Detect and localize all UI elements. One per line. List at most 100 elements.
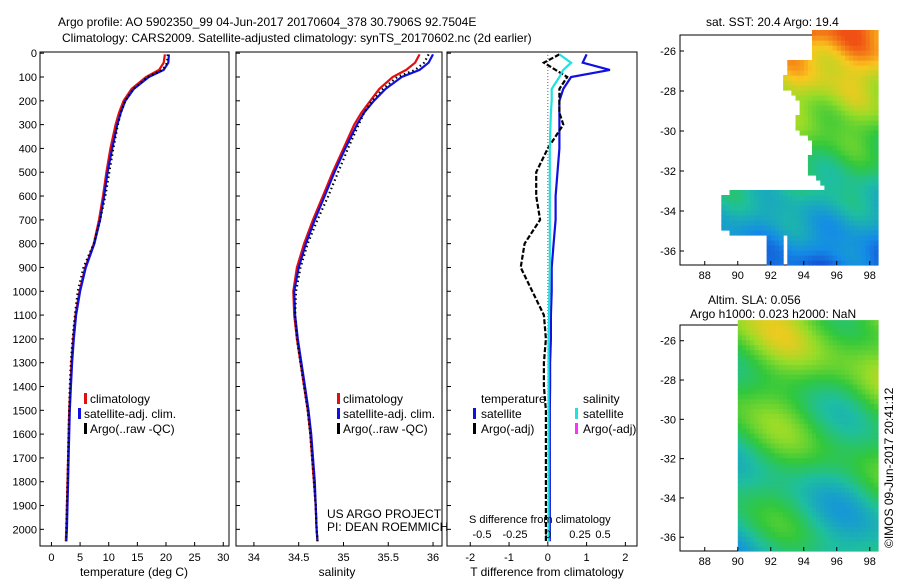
heatmap-cell xyxy=(787,418,792,424)
heatmap-cell xyxy=(836,393,842,400)
heatmap-cell xyxy=(754,388,759,395)
heatmap-cell xyxy=(873,235,879,241)
heatmap-cell xyxy=(824,215,830,221)
heatmap-cell xyxy=(812,160,817,166)
heatmap-cell xyxy=(828,35,834,41)
heatmap-cell xyxy=(774,516,780,523)
heatmap-cell xyxy=(861,452,867,459)
heatmap-cell xyxy=(820,55,825,61)
heatmap-cell xyxy=(803,80,809,86)
heatmap-cell xyxy=(820,546,825,552)
heatmap-cell xyxy=(791,526,797,532)
heatmap-cell xyxy=(807,205,813,211)
heatmap-cell xyxy=(741,344,747,351)
heatmap-cell xyxy=(869,125,875,131)
heatmap-cell xyxy=(824,349,830,356)
heatmap-cell xyxy=(754,472,759,478)
heatmap-cell xyxy=(812,344,817,351)
heatmap-cell xyxy=(799,388,805,395)
heatmap-cell xyxy=(869,260,875,266)
heatmap-cell xyxy=(729,225,735,231)
heatmap-cell xyxy=(807,235,813,241)
heatmap-cell xyxy=(779,354,784,360)
heatmap-cell xyxy=(820,447,825,454)
heatmap-cell xyxy=(766,339,772,346)
heatmap-cell xyxy=(750,546,755,552)
heatmap-cell xyxy=(779,349,784,356)
heatmap-cell xyxy=(741,195,747,201)
heatmap-cell xyxy=(865,255,871,261)
heatmap-cell xyxy=(791,423,797,429)
heatmap-cell xyxy=(836,90,842,96)
heatmap-cell xyxy=(787,403,792,410)
heatmap-cell xyxy=(873,215,879,221)
heatmap-cell xyxy=(750,374,755,380)
heatmap-cell xyxy=(832,185,838,191)
heatmap-cell xyxy=(828,457,834,464)
heatmap-cell xyxy=(861,423,867,429)
heatmap-cell xyxy=(779,398,784,405)
heatmap-cell xyxy=(746,413,751,419)
heatmap-cell xyxy=(799,384,805,390)
heatmap-cell xyxy=(849,140,854,146)
heatmap-cell xyxy=(774,501,780,508)
heatmap-cell xyxy=(832,205,838,211)
heatmap-cell xyxy=(762,344,768,351)
heatmap-cell xyxy=(791,65,797,71)
heatmap-cell xyxy=(754,230,759,236)
heatmap-cell xyxy=(795,423,801,429)
heatmap-cell xyxy=(824,457,830,464)
heatmap-cell xyxy=(787,482,792,488)
heatmap-cell xyxy=(869,55,875,61)
heatmap-cell xyxy=(869,40,875,46)
heatmap-cell xyxy=(865,55,871,61)
heatmap-cell xyxy=(824,130,830,136)
heatmap-cell xyxy=(779,462,784,469)
heatmap-cell xyxy=(836,364,842,370)
heatmap-cell xyxy=(824,240,830,246)
heatmap-cell xyxy=(857,384,863,390)
heatmap-cell xyxy=(779,501,784,508)
heatmap-cell xyxy=(873,85,879,91)
heatmap-cell xyxy=(799,472,805,478)
heatmap-cell xyxy=(812,170,817,176)
heatmap-cell xyxy=(816,329,821,336)
heatmap-cell xyxy=(754,344,759,351)
heatmap-cell xyxy=(795,95,801,101)
heatmap-cell xyxy=(787,477,792,483)
heatmap-cell xyxy=(824,250,830,256)
heatmap-cell xyxy=(770,245,776,251)
heatmap-cell xyxy=(840,511,846,518)
heatmap-cell xyxy=(853,487,858,493)
heatmap-cell xyxy=(832,135,838,141)
heatmap-cell xyxy=(812,428,817,434)
heatmap-cell xyxy=(853,497,858,503)
heatmap-cell xyxy=(849,521,854,527)
heatmap-cell xyxy=(832,521,838,527)
heatmap-cell xyxy=(725,225,731,231)
heatmap-cell xyxy=(849,433,854,439)
heatmap-cell xyxy=(741,536,747,542)
heatmap-cell xyxy=(857,482,863,488)
heatmap-cell xyxy=(832,200,838,206)
heatmap-cell xyxy=(849,205,854,211)
heatmap-cell xyxy=(762,398,768,405)
heatmap-cell xyxy=(799,354,805,360)
heatmap-cell xyxy=(824,374,830,380)
heatmap-cell xyxy=(865,354,871,360)
heatmap-cell xyxy=(869,482,875,488)
heatmap-cell xyxy=(741,423,747,429)
heatmap-cell xyxy=(865,215,871,221)
heatmap-cell xyxy=(845,80,850,86)
heatmap-cell xyxy=(845,329,850,336)
heatmap-cell xyxy=(820,85,825,91)
heatmap-cell xyxy=(803,339,809,346)
heatmap-cell xyxy=(832,438,838,444)
heatmap-cell xyxy=(853,467,858,473)
heatmap-cell xyxy=(873,140,879,146)
heatmap-cell xyxy=(799,428,805,434)
heatmap-cell xyxy=(865,115,871,121)
heatmap-cell xyxy=(746,472,751,478)
heatmap-cell xyxy=(737,506,743,513)
heatmap-cell xyxy=(795,457,801,464)
